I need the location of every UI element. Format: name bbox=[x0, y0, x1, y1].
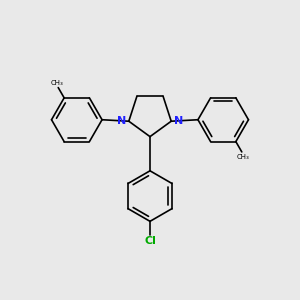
Text: Cl: Cl bbox=[144, 236, 156, 246]
Text: N: N bbox=[174, 116, 183, 126]
Text: N: N bbox=[117, 116, 126, 126]
Text: CH₃: CH₃ bbox=[51, 80, 64, 86]
Text: CH₃: CH₃ bbox=[236, 154, 249, 160]
